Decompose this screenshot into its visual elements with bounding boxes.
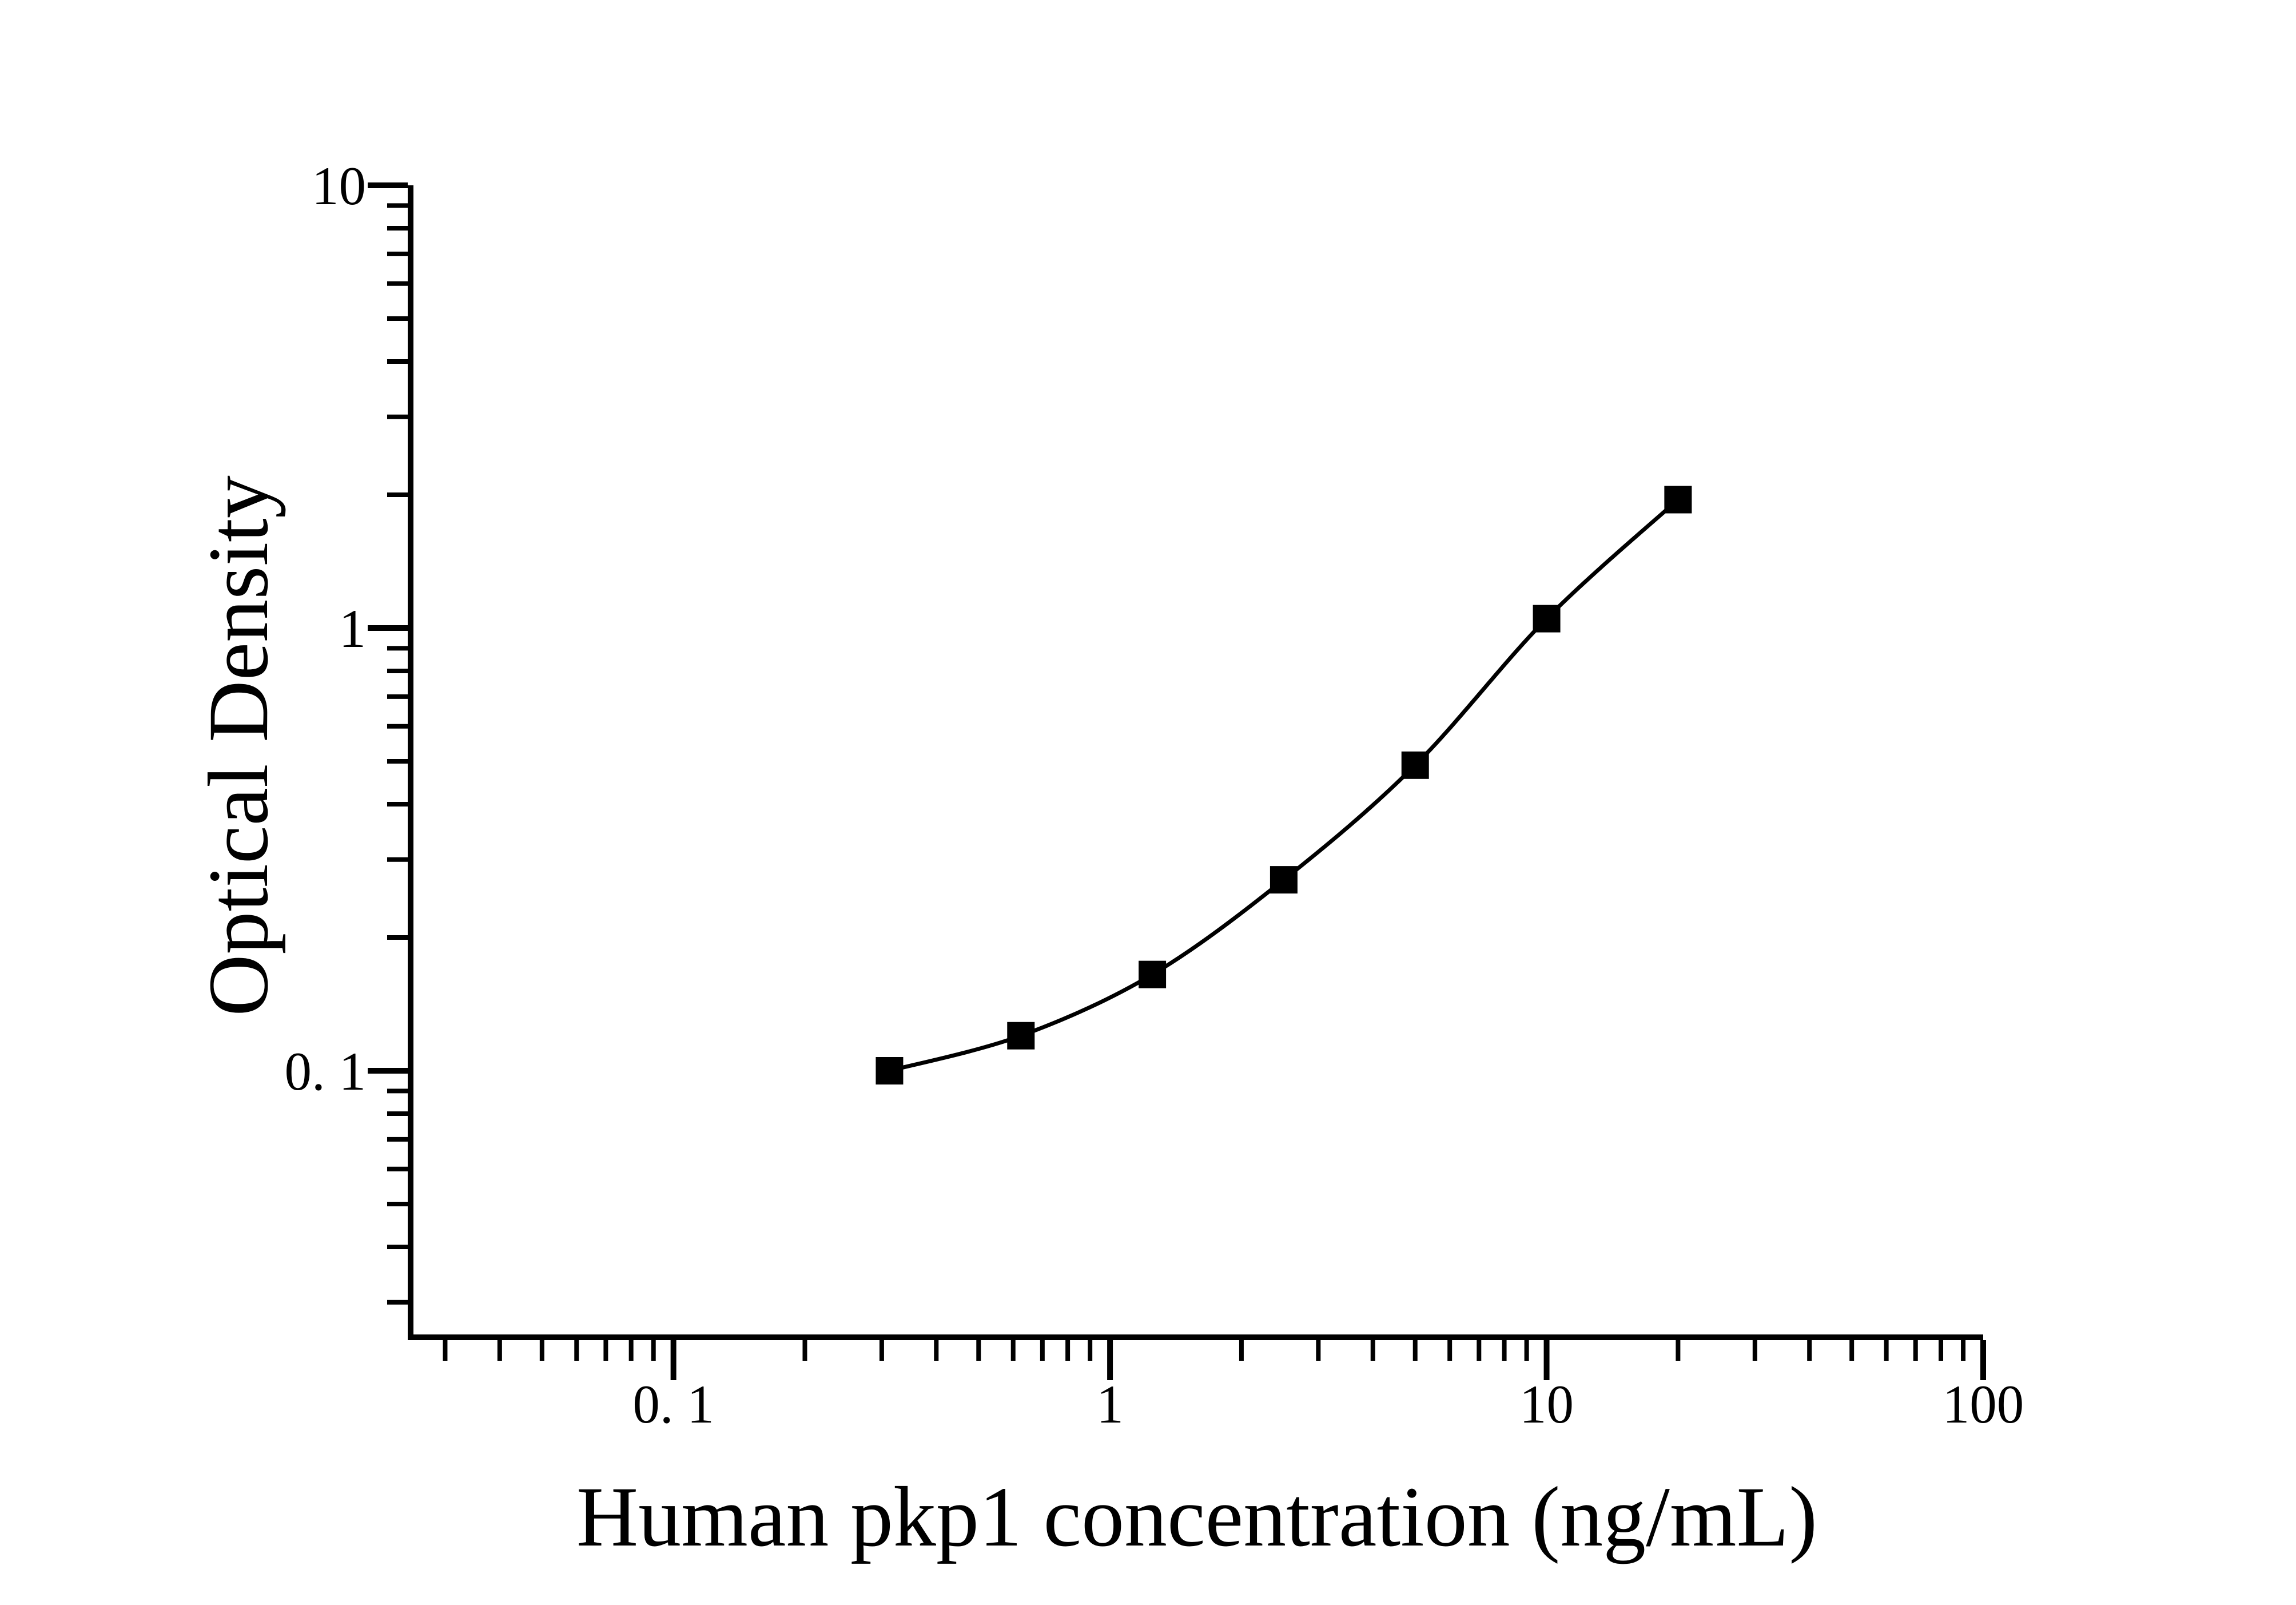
data-point-marker [1270,866,1298,894]
y-tick-label: 10 [312,156,366,216]
data-point-marker [876,1057,904,1085]
data-point-marker [1139,960,1167,988]
x-tick-label: 1 [1096,1374,1124,1435]
x-tick-label: 100 [1943,1374,2024,1435]
data-point-marker [1533,605,1561,633]
y-axis-title: Optical Density [191,475,286,1016]
data-point-marker [1664,486,1692,514]
data-point-marker [1401,751,1429,779]
y-tick-label: 0. 1 [285,1041,367,1102]
x-tick-label: 0. 1 [632,1374,714,1435]
y-tick-label: 1 [339,598,367,659]
data-point-marker [1007,1022,1035,1050]
x-axis-title: Human pkp1 concentration (ng/mL) [576,1469,1818,1564]
fit-curve [889,498,1680,1073]
x-tick-label: 10 [1519,1374,1574,1435]
